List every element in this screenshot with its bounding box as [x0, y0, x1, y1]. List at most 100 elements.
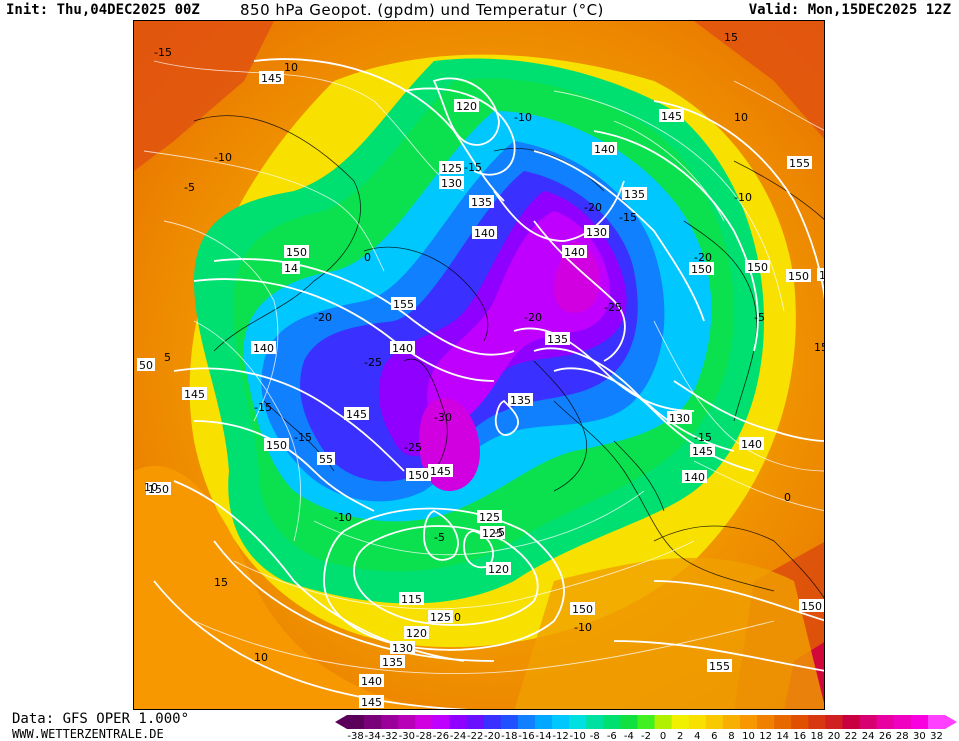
legend-swatch [688, 715, 707, 729]
legend-swatch [722, 715, 741, 729]
data-source: Data: GFS OPER 1.000° [12, 711, 190, 727]
legend-swatch [364, 715, 382, 729]
svg-text:140: 140 [253, 342, 274, 355]
geopotential-label: 14 [282, 261, 300, 275]
legend-tick-label: -38 [347, 731, 363, 741]
geopotential-label: 145 [428, 464, 453, 478]
svg-text:125: 125 [430, 611, 451, 624]
legend-tick-label: -8 [590, 731, 600, 741]
legend-tick-label: 32 [930, 731, 943, 741]
legend-tick-label: -26 [433, 731, 449, 741]
temperature-label: -10 [734, 191, 752, 204]
legend-swatch [671, 715, 690, 729]
temperature-label: -5 [754, 311, 765, 324]
temperature-label: -25 [604, 301, 622, 314]
svg-text:150: 150 [408, 469, 429, 482]
legend-swatch [774, 715, 792, 729]
legend-tick-label: 6 [711, 731, 717, 741]
geopotential-label: 135 [508, 393, 533, 407]
svg-text:130: 130 [392, 642, 413, 655]
legend-swatch [910, 715, 929, 729]
geopotential-label: 150 [799, 599, 824, 613]
temperature-label: -15 [694, 431, 712, 444]
svg-text:120: 120 [406, 627, 427, 640]
legend-swatch [620, 715, 638, 729]
svg-text:140: 140 [741, 438, 762, 451]
legend-tick-label: -34 [364, 731, 380, 741]
temperature-label: -30 [434, 411, 452, 424]
temperature-label: -5 [184, 181, 195, 194]
geopotential-label: 120 [404, 626, 429, 640]
temperature-label: -10 [514, 111, 532, 124]
legend-tick-label: -2 [641, 731, 651, 741]
svg-text:155: 155 [709, 660, 730, 673]
legend-tick-label: -14 [535, 731, 551, 741]
geopotential-label: 140 [472, 226, 497, 240]
svg-text:145: 145 [430, 465, 451, 478]
geopotential-contours [153, 58, 824, 709]
temperature-label: -10 [214, 151, 232, 164]
svg-text:150: 150 [788, 270, 809, 283]
temperature-label: -20 [584, 201, 602, 214]
legend-max-arrow [945, 715, 957, 729]
geopotential-label: 140 [682, 470, 707, 484]
temperature-label: 10 [284, 61, 298, 74]
legend-swatch [534, 715, 553, 729]
legend-swatch [449, 715, 468, 729]
geopotential-label: 150 [689, 262, 714, 276]
temperature-label: -15 [154, 46, 172, 59]
legend-swatch [927, 715, 946, 729]
geopotential-label: 145 [182, 387, 207, 401]
svg-text:155: 155 [393, 298, 414, 311]
geopotential-label: 140 [739, 437, 764, 451]
legend-swatch [483, 715, 502, 729]
svg-text:145: 145 [261, 72, 282, 85]
temperature-label: -5 [434, 531, 445, 544]
svg-text:130: 130 [586, 226, 607, 239]
temperature-label: -25 [364, 356, 382, 369]
temperature-label: -25 [404, 441, 422, 454]
temperature-label: -5 [494, 526, 505, 539]
svg-text:150: 150 [572, 603, 593, 616]
svg-text:135: 135 [624, 188, 645, 201]
legend-swatch [825, 715, 843, 729]
temperature-isotherms [143, 60, 824, 674]
legend-tick-label: -16 [518, 731, 534, 741]
temperature-label: -15 [254, 401, 272, 414]
svg-text:130: 130 [669, 412, 690, 425]
geopotential-label: 155 [787, 156, 812, 170]
geopotential-labels: 1451201251301351401501415514014514014515… [137, 71, 824, 709]
geopotential-label: 115 [399, 592, 424, 606]
geopotential-label: 140 [562, 245, 587, 259]
geopotential-label: 155 [707, 659, 732, 673]
legend-tick-label: 18 [810, 731, 823, 741]
geopotential-label: 125 [439, 161, 464, 175]
svg-text:150: 150 [266, 439, 287, 452]
legend-swatch [859, 715, 878, 729]
svg-text:140: 140 [361, 675, 382, 688]
legend-tick-label: -10 [569, 731, 585, 741]
svg-text:140: 140 [684, 471, 705, 484]
geopotential-label: 140 [390, 341, 415, 355]
geopotential-label: 130 [390, 641, 415, 655]
geopotential-label: 135 [469, 195, 494, 209]
svg-text:150: 150 [691, 263, 712, 276]
svg-text:115: 115 [401, 593, 422, 606]
legend-tick-label: 10 [742, 731, 755, 741]
legend-swatch [876, 715, 895, 729]
svg-text:14: 14 [284, 262, 298, 275]
geopotential-label: 130 [667, 411, 692, 425]
temperature-label: -15 [619, 211, 637, 224]
chart-title: 850 hPa Geopot. (gpdm) und Temperatur (°… [240, 1, 604, 19]
svg-text:150: 150 [747, 261, 768, 274]
legend-tick-label: -32 [382, 731, 398, 741]
legend-tick-label: -28 [416, 731, 432, 741]
geopotential-label: 135 [622, 187, 647, 201]
legend-swatch [381, 715, 399, 729]
geopotential-label: 150 [284, 245, 309, 259]
temperature-label: -20 [694, 251, 712, 264]
website: WWW.WETTERZENTRALE.DE [12, 727, 164, 741]
legend-swatch [757, 715, 775, 729]
svg-text:135: 135 [471, 196, 492, 209]
geopotential-label: 145 [344, 407, 369, 421]
